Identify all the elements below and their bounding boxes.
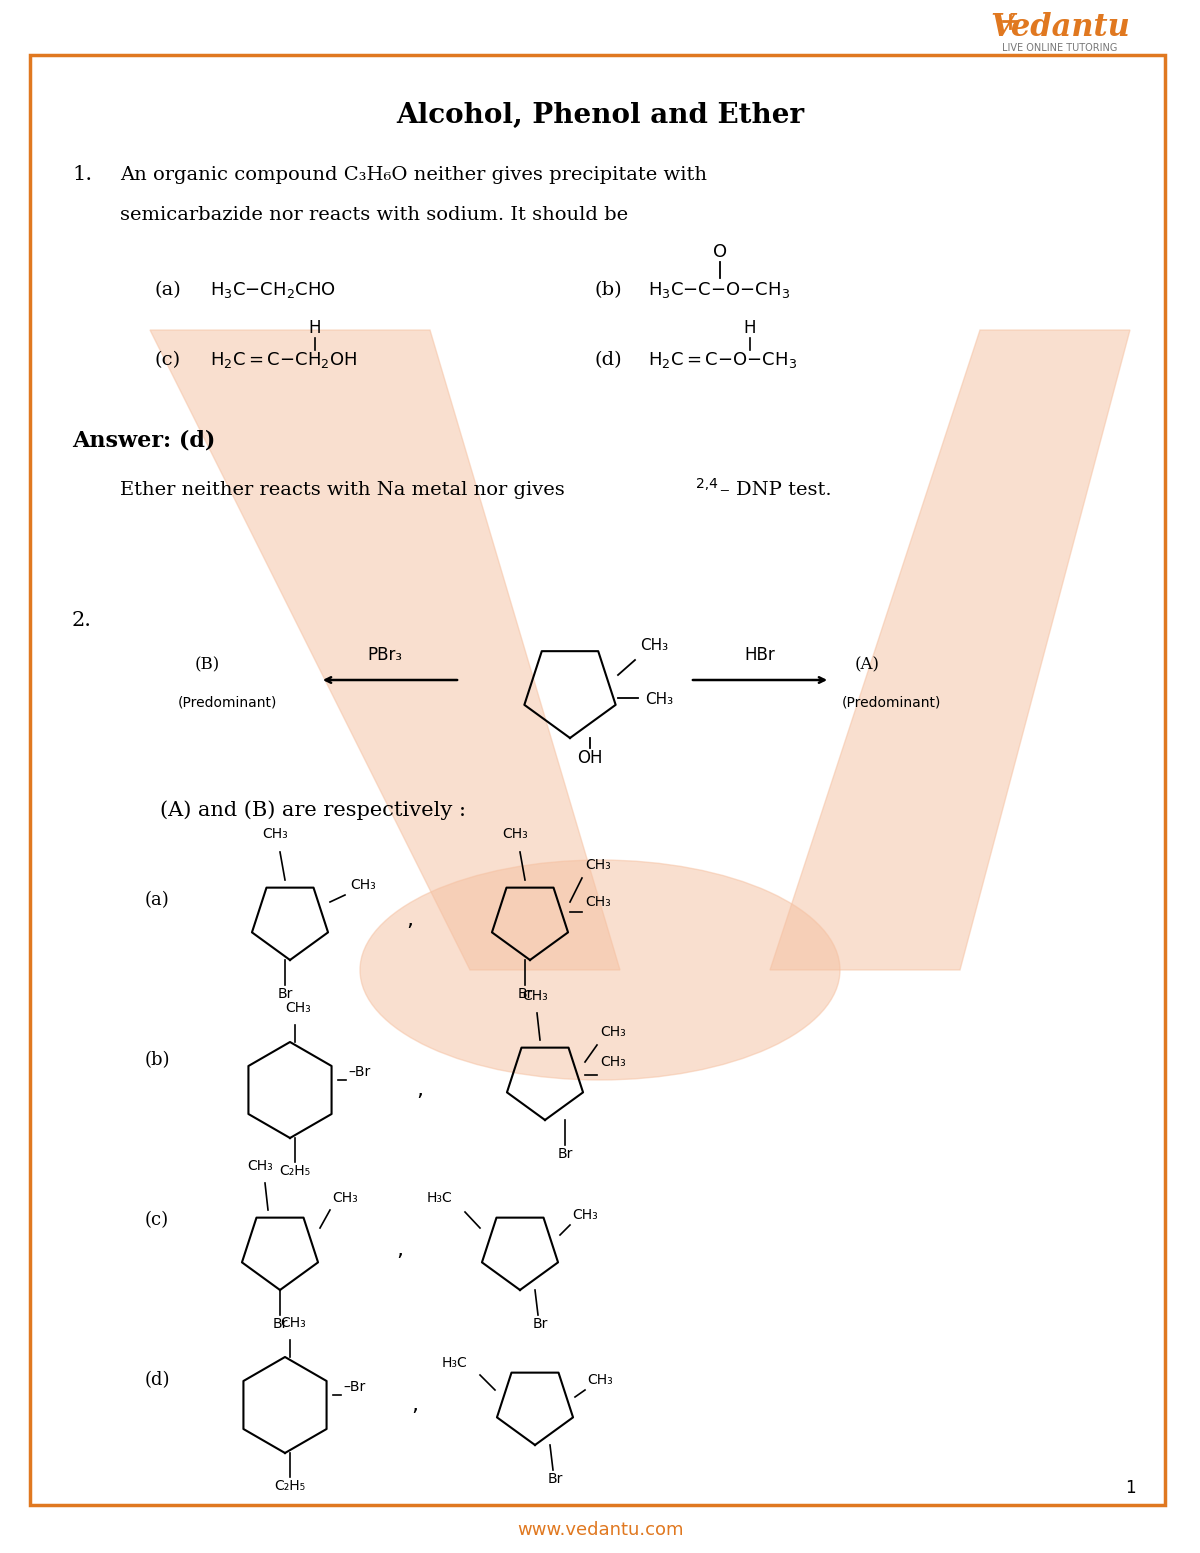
Text: 1.: 1. <box>72 166 92 185</box>
Text: CH₃: CH₃ <box>646 693 673 708</box>
Text: CH₃: CH₃ <box>262 828 288 842</box>
FancyBboxPatch shape <box>30 54 1165 1505</box>
Text: ,: , <box>396 1239 403 1259</box>
Text: ,: , <box>412 1395 419 1415</box>
Text: CH₃: CH₃ <box>587 1373 613 1387</box>
Text: LIVE ONLINE TUTORING: LIVE ONLINE TUTORING <box>1002 43 1117 53</box>
Text: An organic compound C₃H₆O neither gives precipitate with: An organic compound C₃H₆O neither gives … <box>120 166 707 183</box>
Text: 1: 1 <box>1124 1478 1135 1497</box>
Text: Br: Br <box>277 988 293 1002</box>
Text: Br: Br <box>272 1317 288 1331</box>
Text: CH₃: CH₃ <box>640 637 668 652</box>
Text: CH₃: CH₃ <box>586 857 611 871</box>
Text: (B): (B) <box>194 657 221 674</box>
Text: H₃C: H₃C <box>426 1191 452 1205</box>
Text: Answer: (d): Answer: (d) <box>72 429 215 450</box>
Text: CH₃: CH₃ <box>247 1159 272 1173</box>
Text: (Predominant): (Predominant) <box>178 696 277 710</box>
Text: H: H <box>744 318 756 337</box>
Text: Br: Br <box>557 1148 572 1162</box>
Text: semicarbazide nor reacts with sodium. It should be: semicarbazide nor reacts with sodium. It… <box>120 207 628 224</box>
Text: (c): (c) <box>145 1211 169 1228</box>
Text: OH: OH <box>577 749 602 767</box>
Text: –Br: –Br <box>343 1381 365 1395</box>
Text: (A): (A) <box>854 657 880 674</box>
Text: – DNP test.: – DNP test. <box>720 481 832 499</box>
Text: CH₃: CH₃ <box>350 877 376 891</box>
Text: H$_3$C$-$C$-$O$-$CH$_3$: H$_3$C$-$C$-$O$-$CH$_3$ <box>648 280 790 300</box>
Text: O: O <box>713 242 727 261</box>
Text: Ether neither reacts with Na metal nor gives: Ether neither reacts with Na metal nor g… <box>120 481 565 499</box>
Text: HBr: HBr <box>745 646 775 665</box>
Text: H₃C: H₃C <box>442 1356 467 1370</box>
Text: H$_2$C$=$C$-$CH$_2$OH: H$_2$C$=$C$-$CH$_2$OH <box>210 349 358 370</box>
Text: H$_2$C$=$C$-$O$-$CH$_3$: H$_2$C$=$C$-$O$-$CH$_3$ <box>648 349 797 370</box>
Text: H$_3$C$-$CH$_2$CHO: H$_3$C$-$CH$_2$CHO <box>210 280 336 300</box>
Text: 2.: 2. <box>72 610 92 629</box>
Text: Br: Br <box>517 988 533 1002</box>
Text: (d): (d) <box>595 351 623 370</box>
Text: (Predominant): (Predominant) <box>842 696 941 710</box>
Text: CH₃: CH₃ <box>332 1191 358 1205</box>
Text: CH₃: CH₃ <box>600 1025 625 1039</box>
Text: (a): (a) <box>145 891 169 909</box>
Text: C₂H₅: C₂H₅ <box>280 1165 311 1179</box>
Text: CH₃: CH₃ <box>286 1002 311 1016</box>
Text: (d): (d) <box>145 1371 170 1388</box>
Text: Alcohol, Phenol and Ether: Alcohol, Phenol and Ether <box>396 101 804 129</box>
Text: (c): (c) <box>155 351 181 370</box>
Text: C₂H₅: C₂H₅ <box>275 1478 306 1492</box>
Text: Vedantu: Vedantu <box>990 12 1130 43</box>
Text: CH₃: CH₃ <box>280 1315 306 1329</box>
Text: www.vedantu.com: www.vedantu.com <box>517 1520 683 1539</box>
Text: H: H <box>308 318 322 337</box>
Text: PBr₃: PBr₃ <box>367 646 402 665</box>
Text: ,: , <box>416 1079 424 1100</box>
Text: CH₃: CH₃ <box>586 895 611 909</box>
Ellipse shape <box>360 860 840 1079</box>
Text: CH₃: CH₃ <box>502 828 528 842</box>
Text: (A) and (B) are respectively :: (A) and (B) are respectively : <box>160 800 466 820</box>
Text: CH₃: CH₃ <box>522 989 548 1003</box>
Text: Br: Br <box>533 1317 547 1331</box>
Polygon shape <box>150 329 620 971</box>
Text: ,: , <box>407 910 414 930</box>
Text: (b): (b) <box>145 1051 170 1068</box>
Text: Br: Br <box>547 1472 563 1486</box>
Text: CH₃: CH₃ <box>600 1054 625 1068</box>
Text: 2,4: 2,4 <box>696 477 718 491</box>
Text: (b): (b) <box>595 281 623 300</box>
Polygon shape <box>770 329 1130 971</box>
Text: (a): (a) <box>155 281 181 300</box>
Text: CH₃: CH₃ <box>572 1208 598 1222</box>
Text: –Br: –Br <box>348 1065 371 1079</box>
